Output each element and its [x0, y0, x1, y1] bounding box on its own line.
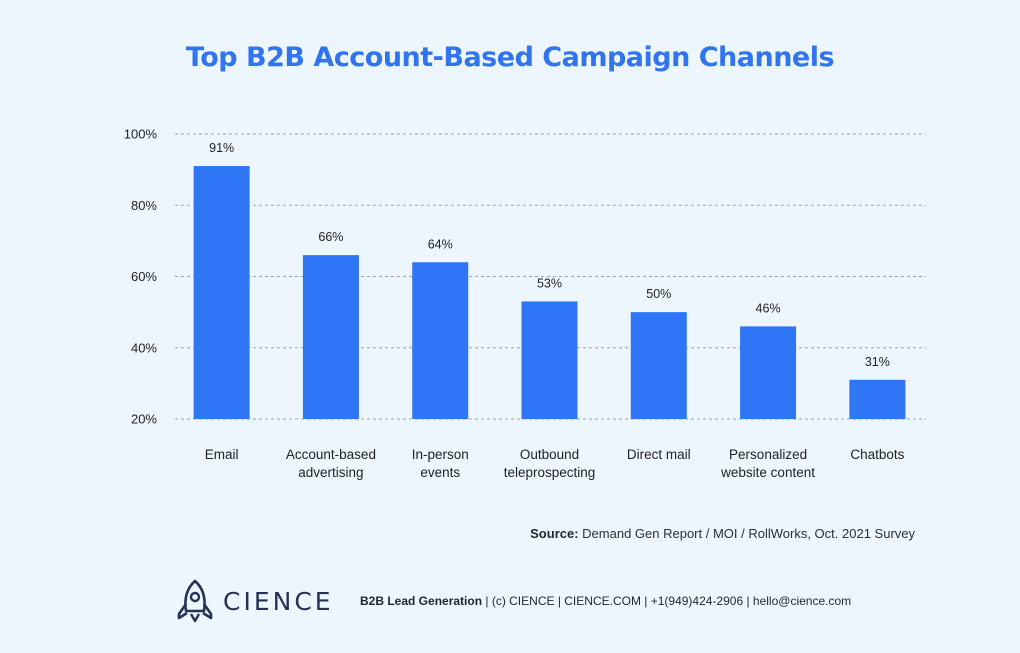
- x-tick-label-line: Direct mail: [627, 447, 691, 462]
- x-tick-label-line: Outbound: [520, 447, 579, 462]
- footer-tagline: B2B Lead Generation: [360, 594, 483, 608]
- data-label: 66%: [318, 230, 343, 244]
- x-tick-label-line: Email: [205, 447, 239, 462]
- data-label: 53%: [537, 276, 562, 290]
- bar: [193, 166, 250, 419]
- x-tick-label-line: website content: [720, 465, 815, 480]
- x-tick-label: Account-based advertising: [286, 447, 376, 480]
- x-tick-label-line: advertising: [298, 465, 363, 480]
- logo-wordmark: CIENCE: [223, 587, 334, 616]
- footer-contact: B2B Lead Generation | (c) CIENCE | CIENC…: [360, 594, 851, 608]
- x-tick-label: Chatbots: [850, 447, 904, 462]
- y-tick-label: 40%: [131, 340, 157, 355]
- data-label: 91%: [209, 141, 234, 155]
- data-label: 31%: [865, 355, 890, 369]
- source-text: Demand Gen Report / MOI / RollWorks, Oct…: [582, 526, 915, 541]
- x-tick-label-line: In-person: [412, 447, 469, 462]
- x-tick-label: In-person events: [412, 447, 469, 480]
- bar: [630, 312, 687, 419]
- x-tick-label-line: events: [420, 465, 460, 480]
- x-tick-label-line: teleprospecting: [504, 465, 596, 480]
- data-label: 50%: [646, 287, 671, 301]
- x-tick-label-line: Account-based: [286, 447, 376, 462]
- data-label: 64%: [428, 237, 453, 251]
- y-tick-label: 20%: [131, 412, 157, 427]
- x-tick-label: Direct mail: [627, 447, 691, 462]
- y-tick-label: 100%: [124, 127, 158, 142]
- x-tick-label-line: Personalized: [729, 447, 807, 462]
- y-tick-label: 60%: [131, 269, 157, 284]
- data-label: 46%: [756, 301, 781, 315]
- x-tick-label-line: Chatbots: [850, 447, 904, 462]
- footer: CIENCE B2B Lead Generation | (c) CIENCE …: [175, 578, 875, 624]
- bar: [302, 255, 359, 419]
- bar: [412, 262, 469, 419]
- x-tick-label: Email: [205, 447, 239, 462]
- x-tick-label: Personalized website content: [720, 447, 815, 480]
- footer-details: | (c) CIENCE | CIENCE.COM | +1(949)424-2…: [482, 594, 852, 608]
- bar: [740, 326, 797, 419]
- y-tick-label: 80%: [131, 198, 157, 213]
- cience-logo: CIENCE: [175, 578, 335, 624]
- bar: [521, 301, 578, 419]
- source-label: Source:: [530, 526, 579, 541]
- x-tick-label: Outbound teleprospecting: [504, 447, 596, 480]
- bar: [849, 379, 906, 419]
- chart-title: Top B2B Account-Based Campaign Channels: [185, 42, 835, 73]
- rocket-icon: [177, 579, 213, 623]
- source-note: Source: Demand Gen Report / MOI / RollWo…: [530, 526, 915, 541]
